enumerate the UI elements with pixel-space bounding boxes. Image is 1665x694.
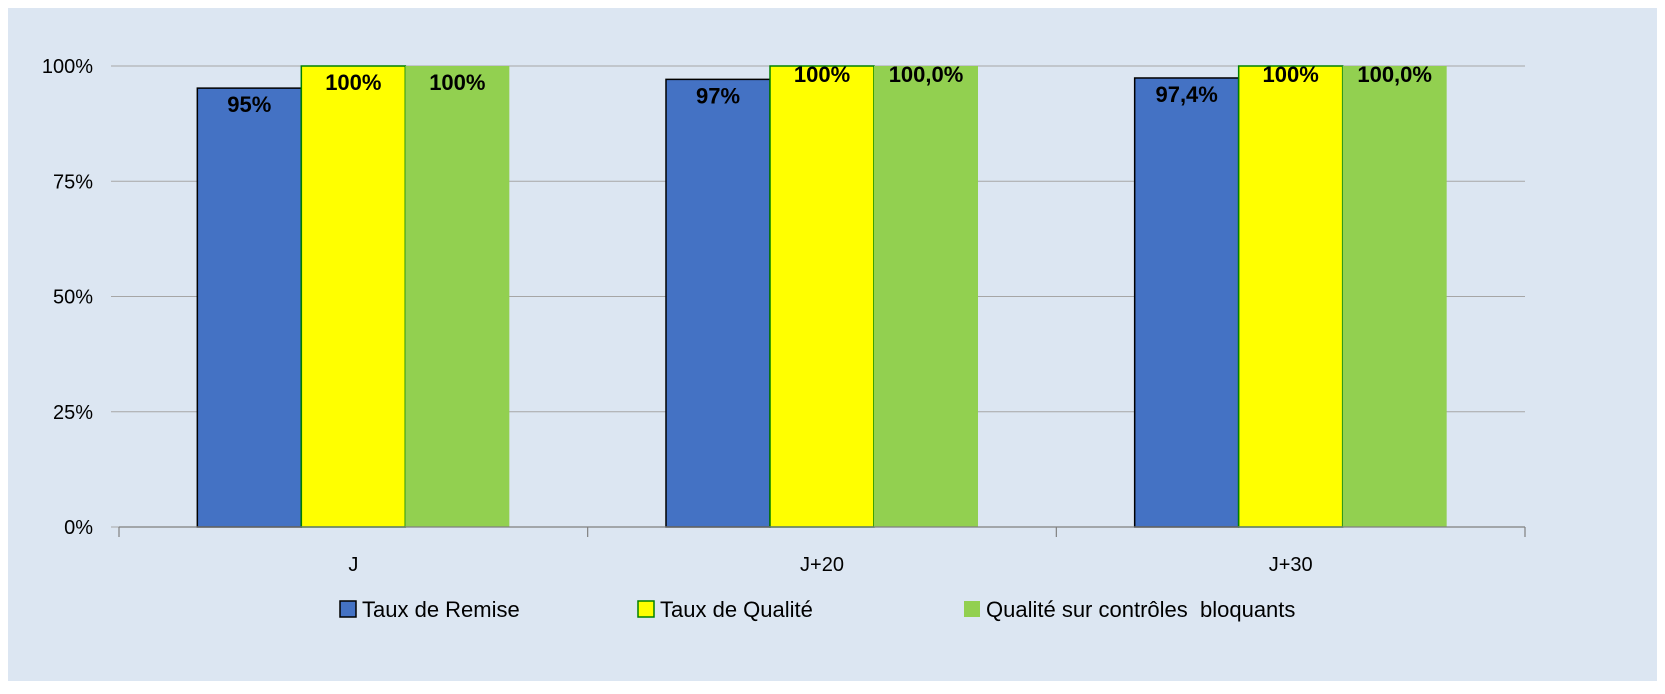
legend-label: Qualité sur contrôles bloquants <box>986 597 1295 622</box>
bar-qualit-sur-contr-les-bloquants-j20 <box>874 66 978 527</box>
x-axis <box>118 526 1526 537</box>
data-labels: 95% 100% 100% 97% 100% 100,0% 97,4% 100% 100,0% <box>227 62 1432 117</box>
bar-taux-de-remise-j20 <box>665 78 771 528</box>
y-tick-label: 25% <box>53 402 93 424</box>
legend-swatch <box>637 600 655 618</box>
bar-taux-de-remise-j <box>196 87 303 528</box>
data-label: 100,0% <box>1357 62 1432 87</box>
y-tick-label: 100% <box>42 56 93 78</box>
bar-qualit-sur-contr-les-bloquants-j <box>405 66 510 527</box>
x-tick-label: J+30 <box>1269 554 1313 576</box>
legend: Taux de Remise Taux de Qualité Qualité sur… <box>339 597 1295 622</box>
y-tick-label: 50% <box>53 287 93 309</box>
x-axis-tick-labels: J J+20 J+30 <box>348 554 1312 576</box>
data-label: 100% <box>429 70 485 95</box>
data-label: 100,0% <box>889 62 964 87</box>
y-axis-tick-labels: 0% 25% 50% 75% 100% <box>42 56 93 539</box>
bar-taux-de-qualit--j30 <box>1237 65 1344 528</box>
data-label: 100% <box>794 62 850 87</box>
bars <box>196 65 1447 528</box>
legend-label: Taux de Qualité <box>660 597 813 622</box>
bar-qualit-sur-contr-les-bloquants-j30 <box>1342 66 1447 527</box>
y-tick-label: 0% <box>64 517 93 539</box>
data-label: 100% <box>1263 62 1319 87</box>
data-label: 95% <box>227 92 271 117</box>
x-tick-label: J+20 <box>800 554 844 576</box>
data-label: 97% <box>696 83 740 108</box>
bar-taux-de-qualit--j20 <box>769 65 875 528</box>
legend-swatch <box>964 601 980 617</box>
data-label: 97,4% <box>1155 82 1217 107</box>
bar-taux-de-qualit--j <box>300 65 407 528</box>
bar-taux-de-remise-j30 <box>1133 77 1240 528</box>
y-tick-label: 75% <box>53 171 93 193</box>
legend-swatch <box>339 600 357 618</box>
data-label: 100% <box>325 70 381 95</box>
legend-label: Taux de Remise <box>362 597 520 622</box>
x-tick-label: J <box>348 554 358 576</box>
